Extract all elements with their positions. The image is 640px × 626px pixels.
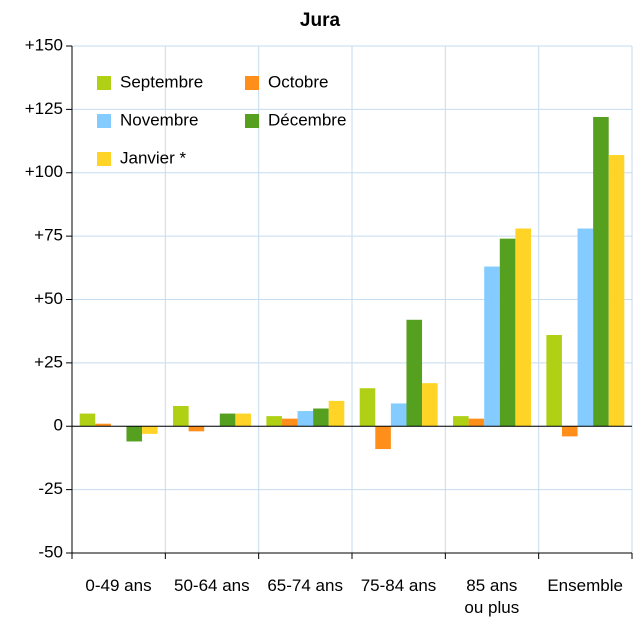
legend-swatch <box>245 76 259 90</box>
x-tick-label: 85 ans ou plus <box>464 576 520 617</box>
y-tick-label: +50 <box>34 289 63 308</box>
bar <box>188 426 205 432</box>
bar <box>453 416 469 427</box>
bar <box>95 423 111 427</box>
bar <box>593 116 609 427</box>
legend-swatch <box>97 76 111 90</box>
y-tick-label: +150 <box>25 35 63 54</box>
y-tick-label: +25 <box>34 352 63 371</box>
bar <box>561 426 578 437</box>
x-tick-label: 65-74 ans <box>267 576 343 595</box>
legend-label: Janvier * <box>120 148 187 167</box>
bar <box>546 334 562 427</box>
bar <box>79 413 96 427</box>
legend-swatch <box>97 152 111 166</box>
y-tick-label: -25 <box>38 479 63 498</box>
bar <box>173 405 189 427</box>
chart-title: Jura <box>300 10 341 31</box>
legend-swatch <box>97 114 111 128</box>
legend-label: Décembre <box>268 110 346 129</box>
bar <box>484 266 500 427</box>
bar <box>375 426 391 450</box>
legend-label: Novembre <box>120 110 198 129</box>
legend-label: Septembre <box>120 72 203 91</box>
bar <box>359 388 376 427</box>
y-tick-label: +125 <box>25 99 63 118</box>
bar <box>515 228 531 427</box>
y-tick-label: +75 <box>34 226 63 245</box>
bar <box>390 403 407 427</box>
bar <box>468 418 485 427</box>
bar <box>608 155 625 427</box>
bar <box>281 418 298 427</box>
x-tick-label: 0-49 ans <box>85 576 152 595</box>
bar <box>499 238 516 427</box>
x-tick-label: Ensemble <box>547 576 623 595</box>
y-tick-label: 0 <box>54 416 63 435</box>
bar <box>297 411 314 427</box>
bar <box>235 413 251 427</box>
bar <box>142 426 158 434</box>
bar <box>219 413 236 427</box>
bar <box>406 319 423 427</box>
bar <box>126 426 143 442</box>
y-tick-label: -50 <box>38 542 63 561</box>
bar <box>422 383 438 427</box>
x-tick-label: 50-64 ans <box>174 576 250 595</box>
y-tick-label: +100 <box>25 162 63 181</box>
legend-label: Octobre <box>268 72 328 91</box>
bar <box>266 416 282 427</box>
bar <box>313 408 329 427</box>
bar <box>577 228 594 427</box>
bar <box>328 400 345 427</box>
legend-swatch <box>245 114 259 128</box>
x-tick-label: 75-84 ans <box>360 576 437 595</box>
